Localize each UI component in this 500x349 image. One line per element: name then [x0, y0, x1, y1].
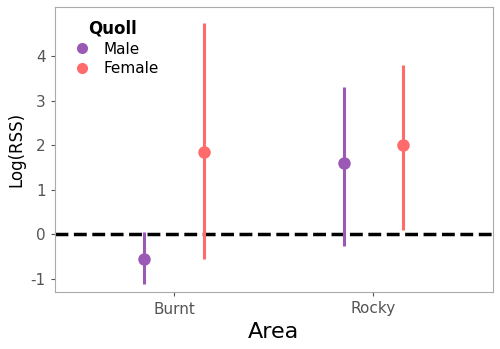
X-axis label: Area: Area: [248, 322, 300, 342]
Y-axis label: Log(RSS): Log(RSS): [7, 112, 25, 187]
Legend: Male, Female: Male, Female: [62, 15, 164, 81]
